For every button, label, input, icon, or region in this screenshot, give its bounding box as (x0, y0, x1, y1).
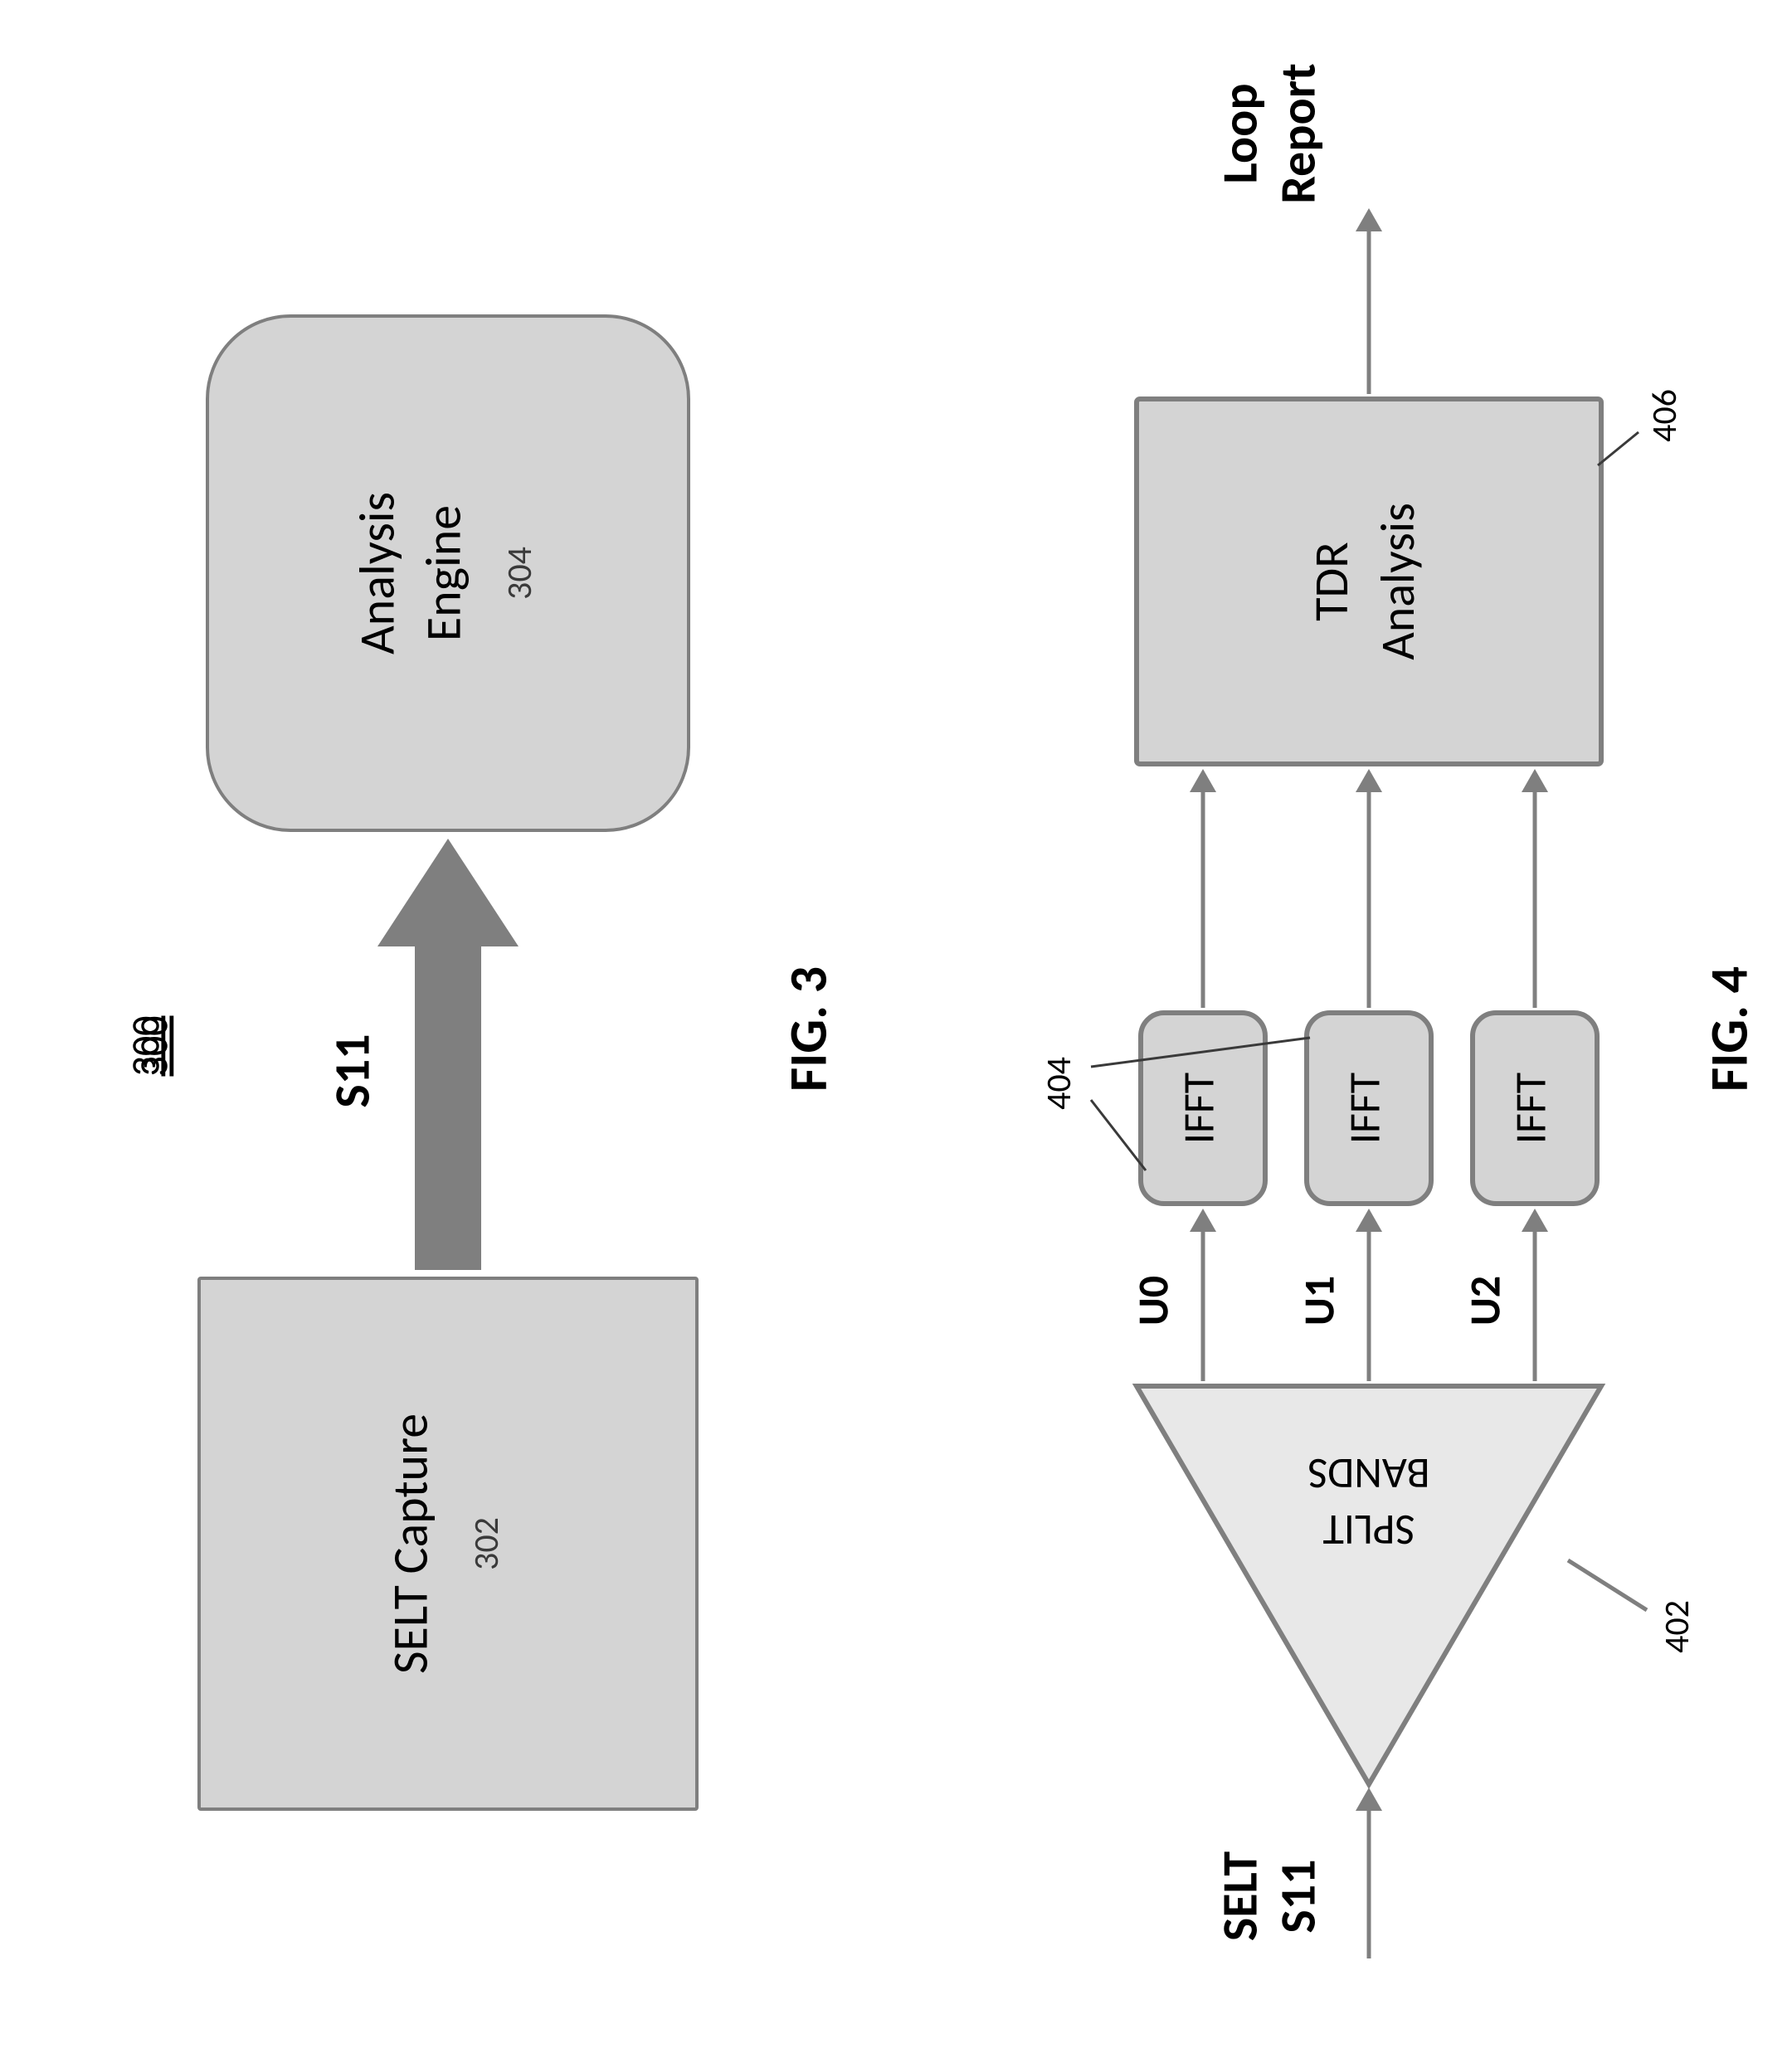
svg-text:302: 302 (465, 1517, 508, 1570)
svg-text:U2: U2 (1458, 1276, 1512, 1326)
svg-text:300: 300 (120, 1016, 169, 1077)
svg-text:Analysis: Analysis (347, 492, 407, 654)
svg-text:IFFT: IFFT (1337, 1073, 1390, 1144)
svg-text:SELT: SELT (1210, 1851, 1271, 1942)
svg-text:404: 404 (1038, 1057, 1080, 1110)
svg-text:TDR: TDR (1302, 542, 1361, 620)
svg-text:FIG. 4: FIG. 4 (1697, 966, 1762, 1092)
svg-text:IFFT: IFFT (1503, 1073, 1556, 1144)
selt-capture-block (199, 1278, 697, 1809)
svg-text:Report: Report (1269, 63, 1329, 204)
svg-text:S11: S11 (1269, 1859, 1329, 1933)
svg-text:304: 304 (499, 547, 541, 600)
svg-text:Engine: Engine (413, 505, 474, 641)
svg-text:U0: U0 (1127, 1276, 1180, 1326)
svg-text:402: 402 (1656, 1600, 1698, 1653)
svg-text:FIG. 3: FIG. 3 (777, 966, 841, 1092)
svg-text:BANDS: BANDS (1307, 1447, 1429, 1501)
svg-text:Analysis: Analysis (1368, 503, 1427, 660)
svg-text:SELT Capture: SELT Capture (380, 1413, 441, 1674)
svg-text:Loop: Loop (1210, 83, 1271, 183)
split-bands-triangle (1137, 1386, 1601, 1784)
svg-text:U1: U1 (1293, 1276, 1346, 1326)
svg-text:S11: S11 (323, 1034, 383, 1107)
svg-text:SPLIT: SPLIT (1322, 1504, 1415, 1557)
svg-text:IFFT: IFFT (1171, 1073, 1225, 1144)
svg-text:406: 406 (1643, 389, 1686, 442)
